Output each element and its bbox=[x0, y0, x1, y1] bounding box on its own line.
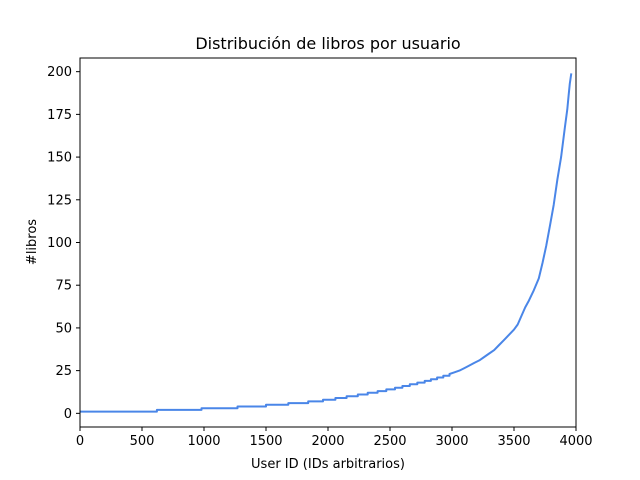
x-tick-label: 3000 bbox=[435, 434, 468, 449]
y-tick-label: 125 bbox=[47, 193, 72, 208]
x-tick-label: 500 bbox=[130, 434, 155, 449]
x-tick-label: 2000 bbox=[311, 434, 344, 449]
y-tick-label: 175 bbox=[47, 108, 72, 123]
x-tick-label: 1500 bbox=[249, 434, 282, 449]
plot-area bbox=[80, 73, 573, 413]
x-tick-label: 0 bbox=[76, 434, 84, 449]
y-axis: 0 25 50 75 100 125 150 175 200 bbox=[47, 65, 80, 422]
x-axis: 0 500 1000 1500 2000 2500 3000 3500 4000 bbox=[76, 427, 593, 449]
y-tick-label: 100 bbox=[47, 236, 72, 251]
y-tick-label: 75 bbox=[55, 279, 72, 294]
x-tick-label: 3500 bbox=[497, 434, 530, 449]
y-tick-label: 50 bbox=[55, 321, 72, 336]
x-tick-label: 4000 bbox=[559, 434, 592, 449]
y-tick-label: 150 bbox=[47, 151, 72, 166]
series-line-0 bbox=[80, 73, 573, 413]
x-tick-label: 1000 bbox=[187, 434, 220, 449]
chart-title: Distribución de libros por usuario bbox=[195, 34, 460, 53]
y-tick-label: 200 bbox=[47, 65, 72, 80]
y-tick-label: 25 bbox=[55, 364, 72, 379]
x-axis-label: User ID (IDs arbitrarios) bbox=[251, 457, 405, 472]
y-tick-label: 0 bbox=[64, 407, 72, 422]
x-tick-label: 2500 bbox=[373, 434, 406, 449]
plot-frame bbox=[79, 57, 577, 428]
y-axis-label: #libros bbox=[25, 219, 40, 265]
